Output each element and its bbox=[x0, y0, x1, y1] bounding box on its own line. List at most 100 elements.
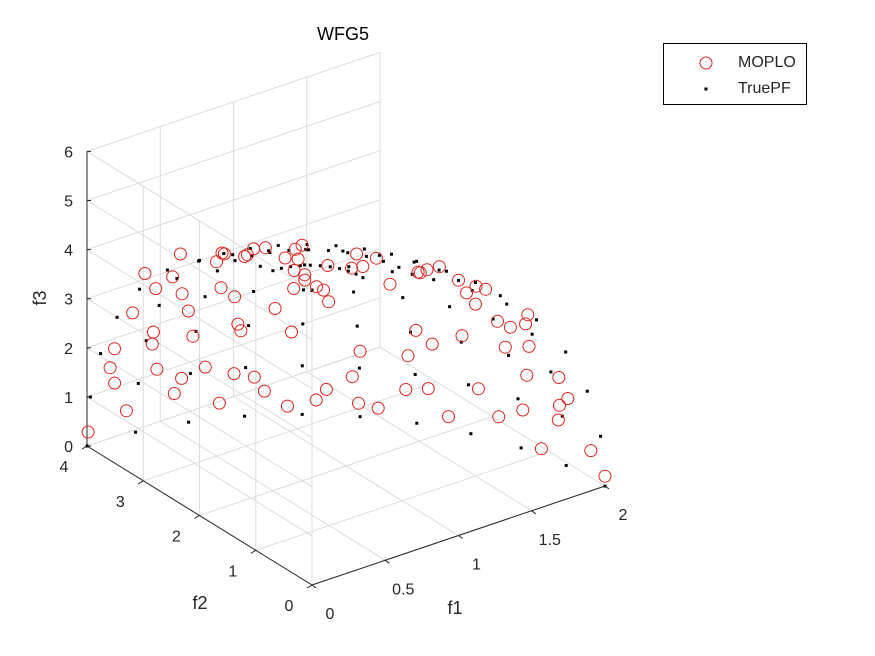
truepf-point bbox=[352, 290, 356, 294]
moplo-point bbox=[420, 263, 434, 277]
grid-line bbox=[86, 101, 381, 201]
moplo-point bbox=[350, 247, 364, 261]
truepf-point bbox=[507, 353, 510, 357]
moplo-point bbox=[521, 308, 535, 322]
truepf-point bbox=[564, 464, 568, 467]
moplo-point bbox=[258, 241, 272, 255]
x-tick-mark bbox=[384, 559, 390, 564]
truepf-point bbox=[347, 265, 351, 269]
truepf-point bbox=[289, 265, 293, 269]
truepf-point bbox=[99, 352, 103, 356]
y-tick-label: 4 bbox=[60, 459, 69, 476]
truepf-point bbox=[244, 366, 248, 370]
moplo-point bbox=[551, 413, 565, 427]
truepf-point bbox=[355, 324, 359, 328]
moplo-point bbox=[268, 302, 282, 315]
z-tick-label: 1 bbox=[64, 390, 73, 407]
y-tick-label: 2 bbox=[172, 529, 181, 546]
truepf-point bbox=[298, 264, 302, 268]
truepf-point bbox=[279, 266, 283, 270]
moplo-point bbox=[552, 371, 566, 384]
moplo-point bbox=[291, 252, 305, 266]
truepf-point bbox=[603, 484, 607, 488]
y-tick-mark bbox=[138, 480, 144, 485]
moplo-point bbox=[298, 273, 312, 287]
truepf-point bbox=[364, 254, 368, 258]
moplo-point bbox=[492, 410, 506, 424]
moplo-point bbox=[598, 469, 612, 483]
moplo-point bbox=[175, 371, 189, 385]
moplo-point bbox=[285, 325, 298, 339]
truepf-point bbox=[530, 332, 534, 336]
grid-line bbox=[86, 150, 381, 251]
y-tick-mark bbox=[250, 549, 257, 554]
truepf-point bbox=[175, 277, 179, 281]
x-tick-label: 2 bbox=[619, 507, 628, 524]
legend-item-truepf: TruePF bbox=[664, 76, 808, 102]
truepf-point bbox=[307, 248, 311, 252]
truepf-point bbox=[258, 264, 262, 268]
moplo-point bbox=[295, 238, 309, 252]
moplo-point bbox=[150, 362, 164, 376]
x-tick-label: 0 bbox=[326, 606, 335, 623]
axes-grid bbox=[86, 51, 606, 586]
grid-line bbox=[86, 347, 313, 488]
truepf-point bbox=[382, 259, 385, 263]
truepf-point bbox=[115, 315, 119, 319]
chart-title: WFG5 bbox=[317, 24, 369, 44]
grid-line bbox=[86, 199, 381, 300]
truepf-point bbox=[413, 373, 417, 376]
truepf-point bbox=[377, 253, 381, 257]
moplo-point bbox=[287, 264, 301, 277]
truepf-point bbox=[491, 317, 495, 321]
truepf-point bbox=[585, 389, 589, 393]
grid-line bbox=[86, 150, 313, 291]
moplo-point bbox=[167, 387, 181, 400]
moplo-point bbox=[310, 280, 323, 294]
y-tick-label: 1 bbox=[228, 563, 237, 580]
truepf-point bbox=[549, 370, 553, 374]
moplo-point bbox=[519, 317, 533, 331]
moplo-point bbox=[498, 340, 512, 354]
truepf-point bbox=[334, 244, 338, 248]
moplo-point bbox=[309, 393, 323, 407]
truepf-point bbox=[390, 270, 394, 274]
truepf-point bbox=[444, 269, 448, 273]
moplo-point bbox=[345, 261, 359, 275]
truepf-point bbox=[326, 249, 330, 253]
z-tick-label: 6 bbox=[64, 144, 73, 161]
grid-line bbox=[86, 297, 381, 398]
x-tick-label: 1.5 bbox=[539, 532, 561, 549]
truepf-point bbox=[215, 269, 219, 273]
moplo-point bbox=[228, 290, 242, 304]
truepf-point bbox=[243, 414, 246, 418]
truepf-series bbox=[85, 243, 607, 488]
moplo-point bbox=[288, 242, 302, 256]
dot-marker-icon bbox=[704, 87, 708, 91]
truepf-point bbox=[300, 364, 304, 368]
moplo-point bbox=[214, 281, 228, 295]
truepf-point bbox=[267, 249, 271, 253]
z-tick-label: 0 bbox=[64, 439, 73, 456]
truepf-point bbox=[276, 244, 280, 247]
legend-label-truepf: TruePF bbox=[738, 80, 791, 97]
truepf-point bbox=[136, 381, 140, 385]
y-tick-label: 3 bbox=[116, 494, 125, 511]
grid-line bbox=[86, 346, 381, 447]
truepf-point bbox=[390, 252, 393, 256]
moplo-point bbox=[103, 361, 117, 375]
grid-line bbox=[86, 51, 381, 152]
truepf-point bbox=[187, 420, 191, 424]
y-tick-mark bbox=[306, 584, 313, 589]
grid-line bbox=[86, 200, 313, 340]
z-axis-label: f3 bbox=[30, 290, 50, 305]
truepf-point bbox=[222, 252, 226, 255]
moplo-point bbox=[217, 247, 231, 261]
truepf-point bbox=[303, 263, 306, 267]
x-tick-mark bbox=[311, 584, 317, 589]
truepf-point bbox=[473, 281, 477, 284]
moplo-point bbox=[238, 250, 252, 263]
moplo-point bbox=[421, 382, 435, 396]
z-tick-label: 2 bbox=[64, 341, 73, 358]
x-axis-label: f1 bbox=[447, 598, 462, 618]
